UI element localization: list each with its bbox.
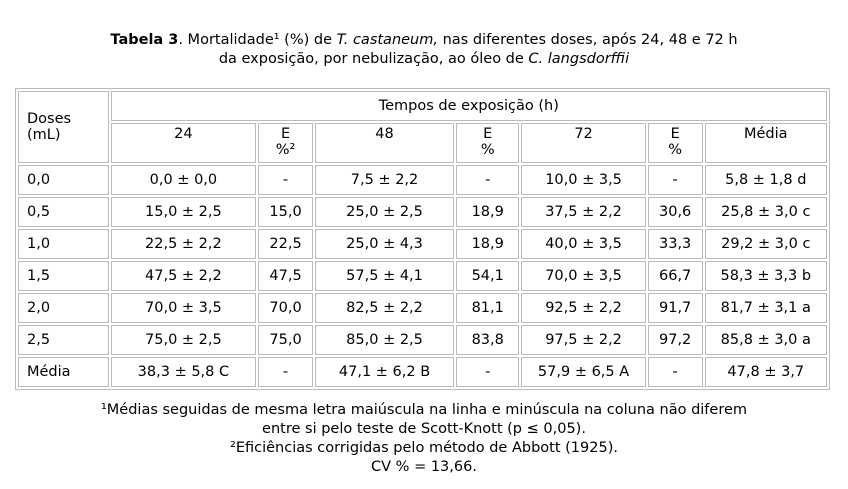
table-cell: 25,0 ± 4,3 [314,229,455,259]
table-cell: 82,5 ± 2,2 [314,293,455,323]
table-cell: 54,1 [456,261,520,291]
table-cell: 83,8 [456,325,520,355]
header-cell: Doses (mL) [18,91,109,163]
table-cell: 10,0 ± 3,5 [521,165,646,195]
table-cell: 29,2 ± 3,0 c [704,229,827,259]
table-cell: 47,5 ± 2,2 [110,261,257,291]
header-text: Doses (mL) [27,111,72,143]
table-cell: 81,1 [456,293,520,323]
table-cell: 18,9 [456,229,520,259]
table-cell: 97,5 ± 2,2 [521,325,646,355]
table-cell: 1,5 [18,261,109,291]
table-cell: 30,6 [647,197,703,227]
table-row: 2,5 75,0 ± 2,5 75,0 85,0 ± 2,5 83,8 97,5 ± 2,… [18,325,827,355]
table-cell: 22,5 [258,229,313,259]
table-cell: 2,0 [18,293,109,323]
caption-label: Tabela 3 [110,32,179,48]
table-cell: 2,5 [18,325,109,355]
table-cell: Média [18,357,109,387]
table-cell: - [258,165,313,195]
table-cell: - [258,357,313,387]
table-row: 1,5 47,5 ± 2,2 47,5 57,5 ± 4,1 54,1 70,0 ± 3,… [18,261,827,291]
table-row: 2,0 70,0 ± 3,5 70,0 82,5 ± 2,2 81,1 92,5 ± 2,… [18,293,827,323]
table-row: 0,5 15,0 ± 2,5 15,0 25,0 ± 2,5 18,9 37,5 ± 2,… [18,197,827,227]
column-header-text: E %² [275,126,296,158]
table-cell: 33,3 [647,229,703,259]
table-cell: 58,3 ± 3,3 b [704,261,827,291]
table-cell: 0,5 [18,197,109,227]
table-cell: 91,7 [647,293,703,323]
column-header-text: 72 [574,126,593,142]
table-cell: 70,0 ± 3,5 [110,293,257,323]
table-cell: 40,0 ± 3,5 [521,229,646,259]
table-cell: - [647,357,703,387]
table-cell: 38,3 ± 5,8 C [110,357,257,387]
table-cell: 92,5 ± 2,2 [521,293,646,323]
footnote: ²Eficiências corrigidas pelo método de A… [230,440,618,456]
table-cell: 15,0 [258,197,313,227]
column-header: 48 [314,123,455,163]
column-header: E % [647,123,703,163]
column-header: E % [456,123,520,163]
table-cell: - [647,165,703,195]
table-cell: 47,5 [258,261,313,291]
table-cell: 7,5 ± 2,2 [314,165,455,195]
footnote: ¹Médias seguidas de mesma letra maiúscul… [100,402,748,418]
table-row: 0,0 0,0 ± 0,0-7,5 ± 2,2-10,0 ± 3,5-5,8 ± … [18,165,827,195]
footnote: entre si pelo teste de Scott-Knott (p ≤ … [262,421,586,437]
table-cell: 37,5 ± 2,2 [521,197,646,227]
table-cell: 70,0 ± 3,5 [521,261,646,291]
table-cell: 75,0 ± 2,5 [110,325,257,355]
table-cell: 47,8 ± 3,7 [704,357,827,387]
table-cell: 57,5 ± 4,1 [314,261,455,291]
caption-species: C. langsdorffii [528,51,630,67]
table-cell: 15,0 ± 2,5 [110,197,257,227]
caption-text: da exposição, por nebulização, ao óleo d… [218,51,529,67]
column-header: E %² [258,123,313,163]
table-cell: 5,8 ± 1,8 d [704,165,827,195]
footnote: CV % = 13,66. [371,459,477,475]
column-header-text: 48 [375,126,394,142]
table-cell: - [456,165,520,195]
table-cell: 97,2 [647,325,703,355]
table-cell: 22,5 ± 2,2 [110,229,257,259]
caption-text: . Mortalidade¹ (%) de [178,32,337,48]
table-cell: 85,0 ± 2,5 [314,325,455,355]
table-row: Média 38,3 ± 5,8 C -47,1 ± 6,2 B -57,9 ± 6,… [18,357,827,387]
header-group: Tempos de exposição (h) [110,91,827,121]
table-cell: 81,7 ± 3,1 a [704,293,827,323]
data-table: Doses (mL) Tempos de exposição (h) 24 E %²… [15,88,830,390]
caption-text: nas diferentes doses, após 24, 48 e 72 h [437,32,738,48]
column-header-text: Média [744,126,788,142]
caption-species: T. castaneum, [336,32,438,48]
table-cell: 25,0 ± 2,5 [314,197,455,227]
column-header-text: E % [668,126,683,158]
table-row: 1,0 22,5 ± 2,2 22,5 25,0 ± 4,3 18,9 40,0 ± 3,… [18,229,827,259]
table-cell: 57,9 ± 6,5 A [521,357,646,387]
footnotes: ¹Médias seguidas de mesma letra maiúscul… [0,401,848,477]
table-cell: 85,8 ± 3,0 a [704,325,827,355]
table-cell: 47,1 ± 6,2 B [314,357,455,387]
table-cell: 70,0 [258,293,313,323]
column-header: Média [704,123,827,163]
table-cell: 0,0 ± 0,0 [110,165,257,195]
caption: Tabela 3. Mortalidade¹ (%) de T. castane… [0,31,848,69]
table-cell: 18,9 [456,197,520,227]
table-cell: 25,8 ± 3,0 c [704,197,827,227]
column-header-text: 24 [174,126,193,142]
column-header: 24 [110,123,257,163]
table-cell: 0,0 [18,165,109,195]
table-cell: 66,7 [647,261,703,291]
table-cell: 75,0 [258,325,313,355]
column-header-text: E % [480,126,495,158]
table-cell: 1,0 [18,229,109,259]
table-cell: - [456,357,520,387]
column-header: 72 [521,123,646,163]
